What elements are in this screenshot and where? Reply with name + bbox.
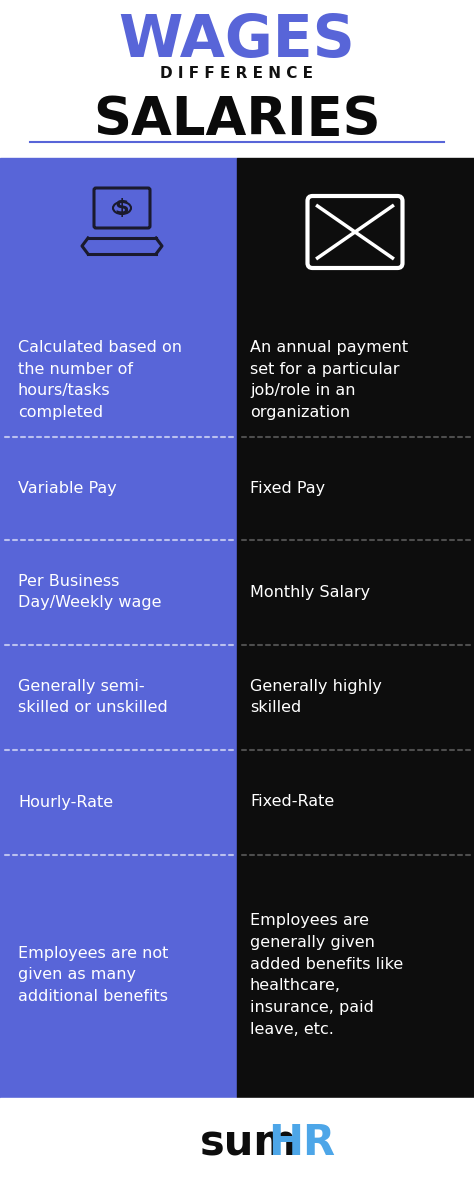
Text: SALARIES: SALARIES — [93, 94, 381, 146]
Text: Fixed-Rate: Fixed-Rate — [250, 794, 334, 809]
Text: Calculated based on
the number of
hours/tasks
completed: Calculated based on the number of hours/… — [18, 340, 182, 419]
Text: Per Business
Day/Weekly wage: Per Business Day/Weekly wage — [18, 574, 162, 610]
Text: Generally semi-
skilled or unskilled: Generally semi- skilled or unskilled — [18, 679, 168, 716]
Text: Fixed Pay: Fixed Pay — [250, 480, 325, 495]
Text: WAGES: WAGES — [118, 12, 356, 69]
Bar — [237, 158, 474, 1098]
Bar — [0, 1098, 474, 1185]
Text: Monthly Salary: Monthly Salary — [250, 584, 370, 600]
Bar — [0, 0, 474, 158]
Text: sum: sum — [200, 1122, 298, 1164]
Text: D I F F E R E N C E: D I F F E R E N C E — [161, 66, 313, 82]
Text: Variable Pay: Variable Pay — [18, 480, 117, 495]
Text: HR: HR — [268, 1122, 335, 1164]
Text: Hourly-Rate: Hourly-Rate — [18, 794, 113, 809]
Bar — [0, 158, 237, 1098]
Text: Employees are
generally given
added benefits like
healthcare,
insurance, paid
le: Employees are generally given added bene… — [250, 914, 403, 1037]
Text: $: $ — [115, 198, 129, 218]
Text: Employees are not
given as many
additional benefits: Employees are not given as many addition… — [18, 946, 168, 1004]
Text: An annual payment
set for a particular
job/role in an
organization: An annual payment set for a particular j… — [250, 340, 408, 419]
Text: Generally highly
skilled: Generally highly skilled — [250, 679, 382, 716]
